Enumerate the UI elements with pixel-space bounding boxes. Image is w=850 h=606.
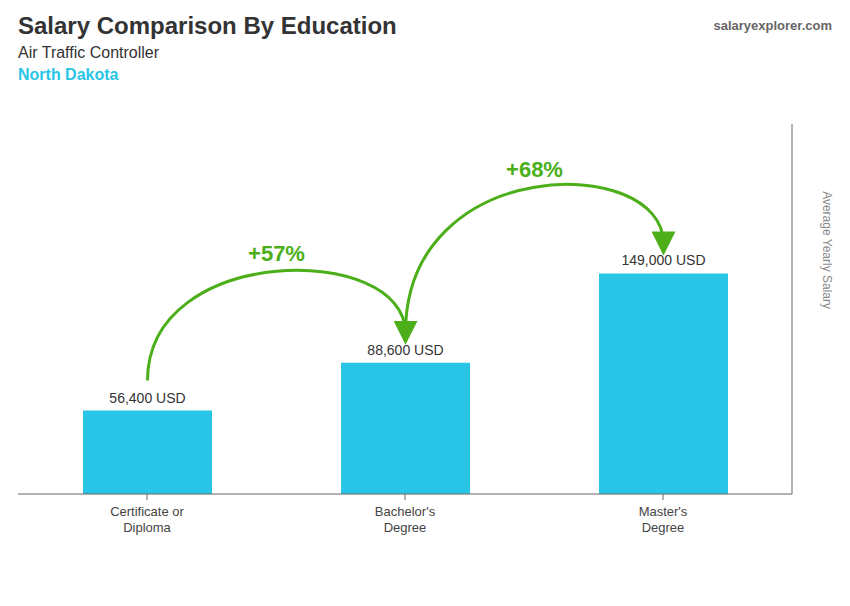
svg-text:Certificate orDiploma: Certificate orDiploma	[110, 504, 184, 535]
svg-text:56,400 USD: 56,400 USD	[109, 390, 185, 406]
html-text:North Dakota: North Dakota	[18, 66, 119, 83]
svg-text:Master'sDegree: Master'sDegree	[639, 504, 688, 535]
svg-text:Average Yearly Salary: Average Yearly Salary	[820, 191, 834, 309]
svg-text:149,000 USD: 149,000 USD	[621, 252, 705, 268]
svg-text:+57%: +57%	[248, 241, 305, 266]
html-text:salaryexplorer.com: salaryexplorer.com	[713, 18, 832, 33]
svg-text:88,600 USD: 88,600 USD	[367, 342, 443, 358]
svg-text:+68%: +68%	[506, 157, 563, 182]
html-text:Salary Comparison By Education: Salary Comparison By Education	[18, 12, 397, 39]
svg-text:Bachelor'sDegree: Bachelor'sDegree	[375, 504, 436, 535]
html-text:Air Traffic Controller: Air Traffic Controller	[18, 44, 160, 61]
